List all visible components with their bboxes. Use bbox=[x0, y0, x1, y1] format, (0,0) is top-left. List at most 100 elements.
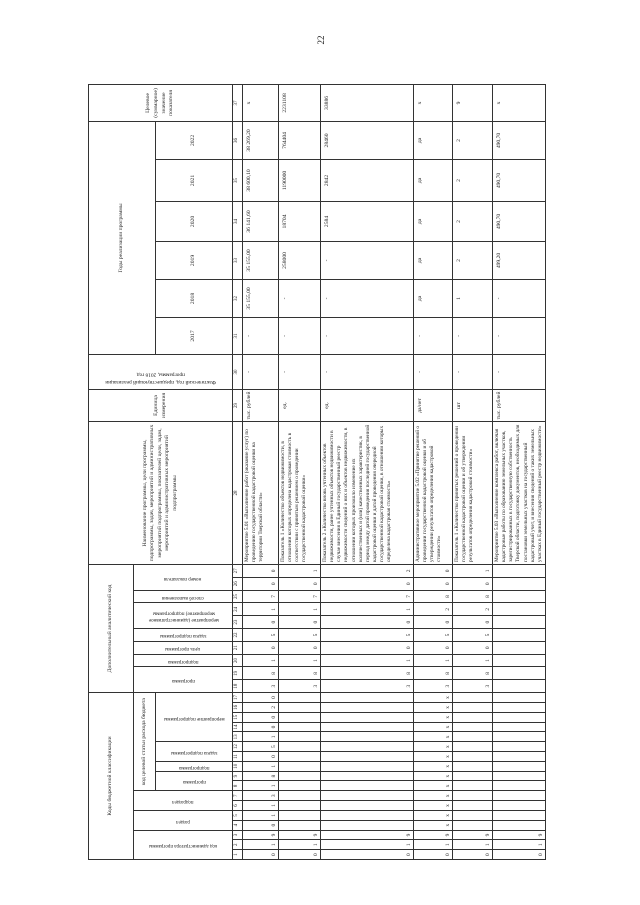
code-cell: 0 bbox=[242, 615, 279, 629]
header-ta-subprogram-text: подпрограмма bbox=[178, 764, 210, 770]
code-cell: 1 bbox=[242, 654, 279, 667]
header-ad-program-text: программа bbox=[171, 678, 195, 684]
column-number: 11 bbox=[232, 751, 243, 762]
code-cell: 0 bbox=[242, 751, 279, 762]
column-number: 10 bbox=[232, 761, 243, 772]
code-cell: 1 bbox=[278, 564, 321, 578]
code-cell: 0 bbox=[242, 641, 279, 655]
code-cell bbox=[492, 654, 546, 667]
code-cell: 8 bbox=[413, 666, 453, 680]
column-number: 37 bbox=[232, 84, 243, 122]
column-number: 5 bbox=[232, 810, 243, 821]
code-cell bbox=[452, 781, 493, 791]
row-year-value: 1190000 bbox=[278, 159, 321, 202]
code-cell bbox=[452, 741, 493, 752]
code-cell bbox=[320, 731, 414, 742]
code-cell: 1 bbox=[320, 839, 414, 850]
header-admin-code: код администратора программы bbox=[133, 830, 233, 860]
header-ad-subprogram-text: подпрограмма bbox=[167, 658, 199, 664]
header-budget-codes: Коды бюджетной классификации bbox=[88, 692, 134, 860]
code-cell: 1 bbox=[242, 800, 279, 811]
code-cell: 7 bbox=[242, 590, 279, 603]
column-number: 9 bbox=[232, 771, 243, 781]
code-cell: 0 bbox=[242, 564, 279, 578]
row-year-value: да bbox=[413, 279, 453, 318]
code-cell: 3 bbox=[278, 679, 321, 693]
column-number: 6 bbox=[232, 800, 243, 811]
row-year-value: да bbox=[413, 241, 453, 280]
code-cell: 0 bbox=[413, 577, 453, 591]
code-cell bbox=[320, 781, 414, 791]
column-number: 23 bbox=[232, 615, 243, 629]
code-cell bbox=[492, 712, 546, 723]
code-cell bbox=[320, 751, 414, 762]
table-row: 0 1 9 х х х х х х х х х х х х х х 3 8 1 0 5 0 2 8 0 0 Административ… bbox=[413, 84, 453, 860]
code-cell bbox=[492, 741, 546, 752]
code-cell: 3 bbox=[242, 679, 279, 693]
code-cell: 0 bbox=[452, 615, 493, 629]
row-target-value: 2231108 bbox=[278, 84, 321, 122]
code-cell: 8 bbox=[452, 666, 493, 680]
row-name: Мероприятие 5.01 «Выполнение работ (оказ… bbox=[242, 421, 279, 565]
row-year-value: 28460 bbox=[320, 121, 414, 160]
code-cell bbox=[492, 722, 546, 732]
code-cell: 0 bbox=[452, 849, 493, 860]
row-name: Мероприятие 5.03 «Выполнение комплекса р… bbox=[492, 421, 546, 565]
code-cell bbox=[278, 810, 321, 821]
code-cell: 0 bbox=[492, 849, 546, 860]
code-cell: 1 bbox=[242, 602, 279, 616]
header-year: 2022 bbox=[155, 121, 233, 160]
column-number: 2 bbox=[232, 839, 243, 850]
code-cell: х bbox=[413, 800, 453, 811]
column-number: 21 bbox=[232, 641, 243, 655]
code-cell bbox=[320, 741, 414, 752]
code-cell: 1 bbox=[413, 839, 453, 850]
code-cell: 1 bbox=[320, 602, 414, 616]
code-cell bbox=[278, 781, 321, 791]
row-year-value: - bbox=[320, 279, 414, 318]
code-cell bbox=[492, 602, 546, 616]
row-year-value: 2 bbox=[452, 201, 493, 242]
column-number: 30 bbox=[232, 354, 243, 390]
row-year-value: да bbox=[413, 159, 453, 202]
code-cell: 0 bbox=[278, 849, 321, 860]
column-number: 27 bbox=[232, 564, 243, 578]
code-cell: 0 bbox=[452, 641, 493, 655]
row-year-value: 2584 bbox=[320, 201, 414, 242]
column-number: 17 bbox=[232, 692, 243, 703]
header-ad-indicator-no: номер показателя bbox=[133, 564, 233, 591]
column-number: 14 bbox=[232, 722, 243, 732]
code-cell: 0 bbox=[242, 820, 279, 831]
code-cell: 1 bbox=[242, 761, 279, 772]
row-year-value: - bbox=[320, 241, 414, 280]
row-target-value: х bbox=[413, 84, 453, 122]
column-number: 16 bbox=[232, 702, 243, 713]
code-cell: 2 bbox=[452, 602, 493, 616]
row-year-value: да bbox=[413, 121, 453, 160]
row-base-year-value: - bbox=[278, 354, 321, 390]
program-table-sheet: Коды бюджетной классификации Дополнитель… bbox=[88, 84, 546, 860]
code-cell: 5 bbox=[452, 628, 493, 642]
row-year-value: 2842 bbox=[320, 159, 414, 202]
code-cell bbox=[492, 781, 546, 791]
row-year-value: - bbox=[242, 317, 279, 355]
code-cell: 9 bbox=[242, 830, 279, 840]
column-number: 3 bbox=[232, 830, 243, 840]
row-base-year-value: - bbox=[242, 354, 279, 390]
row-year-value: 35 155,00 bbox=[242, 241, 279, 280]
row-year-value: 18704 bbox=[278, 201, 321, 242]
column-number: 1 bbox=[232, 849, 243, 860]
code-cell: 8 bbox=[242, 771, 279, 781]
code-cell: х bbox=[413, 781, 453, 791]
code-cell: 1 bbox=[320, 654, 414, 667]
header-subsection-text: подраздел bbox=[172, 799, 194, 804]
code-cell: 3 bbox=[320, 679, 414, 693]
row-year-value: 35 155,00 bbox=[242, 279, 279, 318]
code-cell: 1 bbox=[452, 564, 493, 578]
row-base-year-value: - bbox=[452, 354, 493, 390]
code-cell bbox=[492, 702, 546, 713]
column-number: 31 bbox=[232, 317, 243, 355]
code-cell bbox=[492, 731, 546, 742]
column-number: 35 bbox=[232, 159, 243, 202]
code-cell bbox=[452, 692, 493, 703]
